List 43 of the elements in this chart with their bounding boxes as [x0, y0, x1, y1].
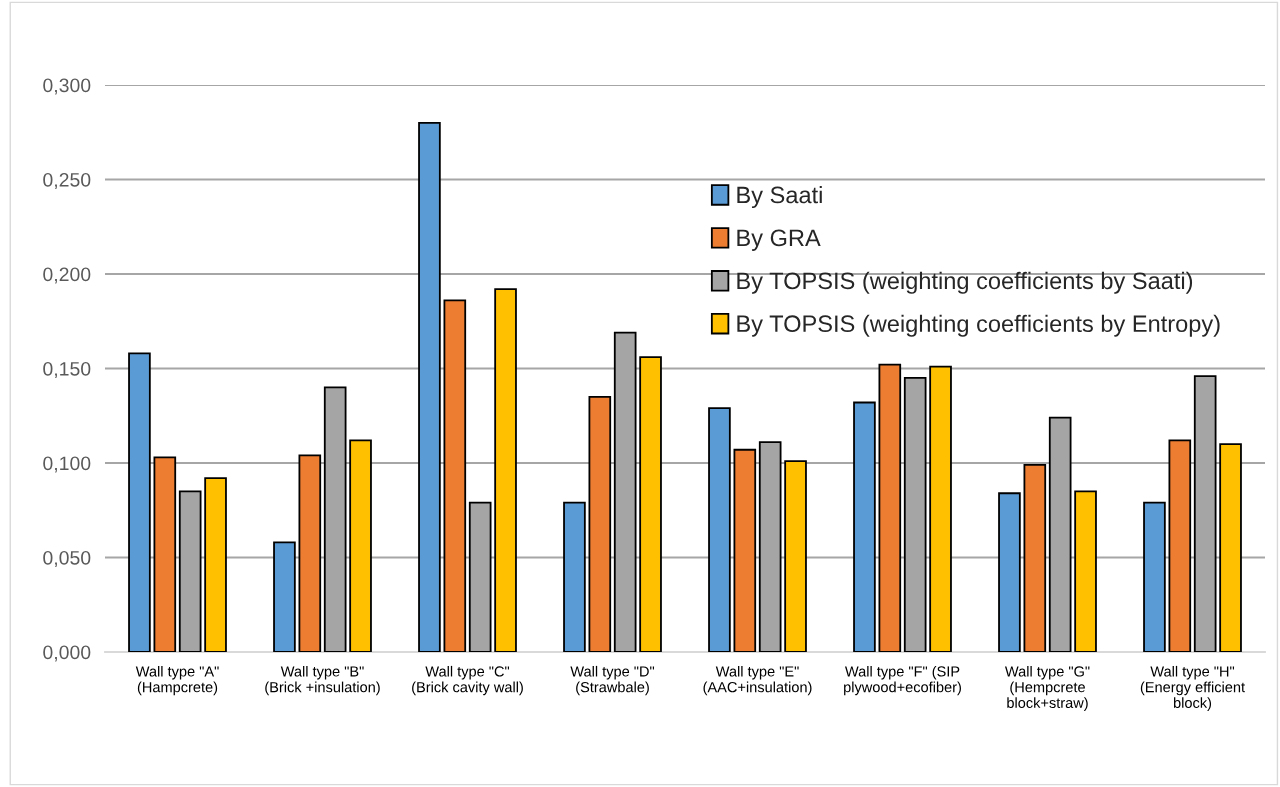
x-tick-label: Wall type "G" (Hempcrete block+straw) [1004, 665, 1090, 711]
bar [733, 448, 757, 652]
x-tick-label: Wall type "F" (SIP plywood+ecofiber) [844, 665, 961, 696]
y-tick-label: 0,100 [43, 456, 91, 473]
legend-label: By TOPSIS (weighting coefficients by Saati) [737, 271, 1193, 294]
bar [273, 541, 296, 652]
y-tick-label: 0,250 [43, 172, 91, 190]
bar [418, 121, 441, 652]
y-tick-label: 0,300 [43, 78, 91, 95]
x-tick-label: Wall type "D" (Strawbale) [570, 665, 655, 696]
bar [588, 395, 612, 652]
bar [1219, 443, 1242, 652]
bar [853, 401, 876, 652]
bar [298, 454, 322, 652]
x-tick-label: Wall type "C" (Brick cavity wall) [412, 665, 523, 696]
bar [929, 365, 952, 652]
x-tick-label: Wall type "A" (Hampcrete) [135, 665, 219, 696]
bar [204, 477, 227, 652]
bar [708, 407, 731, 652]
y-tick-label: 0,000 [43, 645, 91, 662]
bar [998, 492, 1021, 652]
bar [1074, 490, 1097, 652]
bar [563, 501, 586, 652]
bar [1143, 501, 1166, 652]
bar [494, 288, 517, 652]
y-tick-label: 0,050 [43, 550, 91, 568]
legend-label: By GRA [737, 229, 821, 251]
legend-label: By Saati [737, 186, 822, 209]
bar [1023, 463, 1047, 652]
y-tick-label: 0,200 [43, 267, 91, 284]
legend-label: By TOPSIS (weighting coefficients by Entropy) [737, 314, 1220, 337]
bar [128, 352, 151, 652]
bar [639, 356, 662, 652]
x-tick-label: Wall type "H" (Energy efficient block) [1140, 665, 1245, 711]
bar [878, 363, 902, 652]
bar [153, 456, 177, 652]
x-tick-label: Wall type "B" (Brick +insulation) [265, 665, 380, 696]
bar [1168, 439, 1192, 652]
x-tick-label: Wall type "E" (AAC+insulation) [703, 665, 812, 696]
bar [349, 439, 372, 652]
bar [784, 460, 807, 652]
y-tick-label: 0,150 [43, 361, 91, 379]
bar [443, 299, 467, 652]
